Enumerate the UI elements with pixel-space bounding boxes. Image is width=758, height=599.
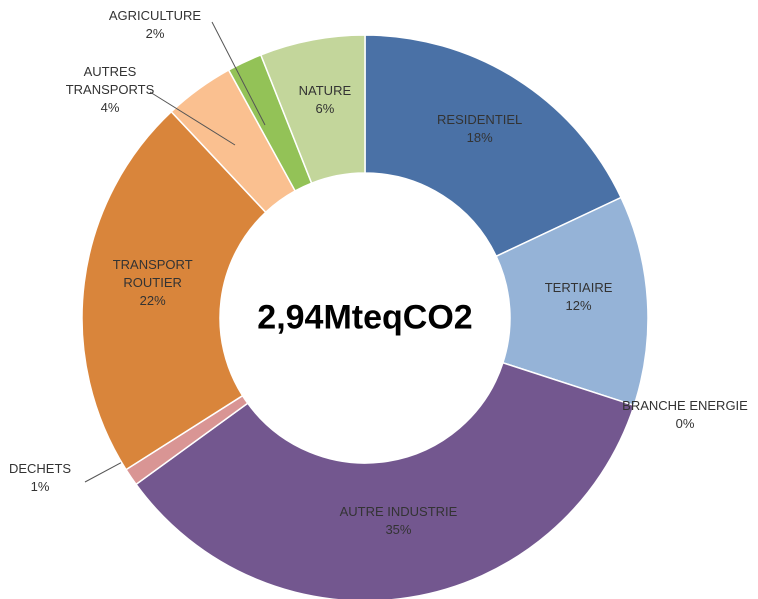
slice-label: RESIDENTIEL 18% <box>437 111 522 147</box>
slice-label: TERTIAIRE 12% <box>545 279 613 315</box>
slice <box>81 110 267 471</box>
slice-label: AGRICULTURE 2% <box>109 7 201 43</box>
slice-label: AUTRES TRANSPORTS 4% <box>60 63 160 117</box>
slice <box>364 34 623 258</box>
value-label: 1% <box>30 479 50 494</box>
category-label: NATURE <box>298 82 352 98</box>
category-label: BRANCHE ENERGIE <box>622 398 748 413</box>
leader-line <box>211 21 266 126</box>
value-label: 22% <box>139 293 166 309</box>
value-label: 0% <box>675 416 695 431</box>
slice <box>134 361 636 599</box>
slice-label: NATURE 6% <box>299 82 351 118</box>
category-label: AGRICULTURE <box>108 8 202 23</box>
category-label: TRANSPORT ROUTIER <box>112 257 193 291</box>
category-label: RESIDENTIEL <box>437 112 523 128</box>
category-label: AUTRES TRANSPORTS <box>65 64 155 97</box>
slice <box>259 34 366 185</box>
slice-label: DECHETS 1% <box>9 460 71 496</box>
category-label: TERTIAIRE <box>544 279 613 295</box>
value-label: 18% <box>466 130 493 146</box>
value-label: 35% <box>385 522 412 538</box>
slice <box>495 196 649 407</box>
category-label: AUTRE INDUSTRIE <box>339 504 458 520</box>
value-label: 6% <box>315 100 335 116</box>
value-label: 2% <box>145 26 165 41</box>
value-label: 4% <box>100 100 120 115</box>
category-label: DECHETS <box>8 461 72 476</box>
slice-label: TRANSPORT ROUTIER 22% <box>103 256 203 310</box>
center-label: 2,94MteqCO2 <box>257 298 473 337</box>
slice-label: AUTRE INDUSTRIE 35% <box>340 503 458 539</box>
slice-label: BRANCHE ENERGIE 0% <box>622 397 748 433</box>
leader-line <box>149 91 236 146</box>
value-label: 12% <box>565 297 592 313</box>
